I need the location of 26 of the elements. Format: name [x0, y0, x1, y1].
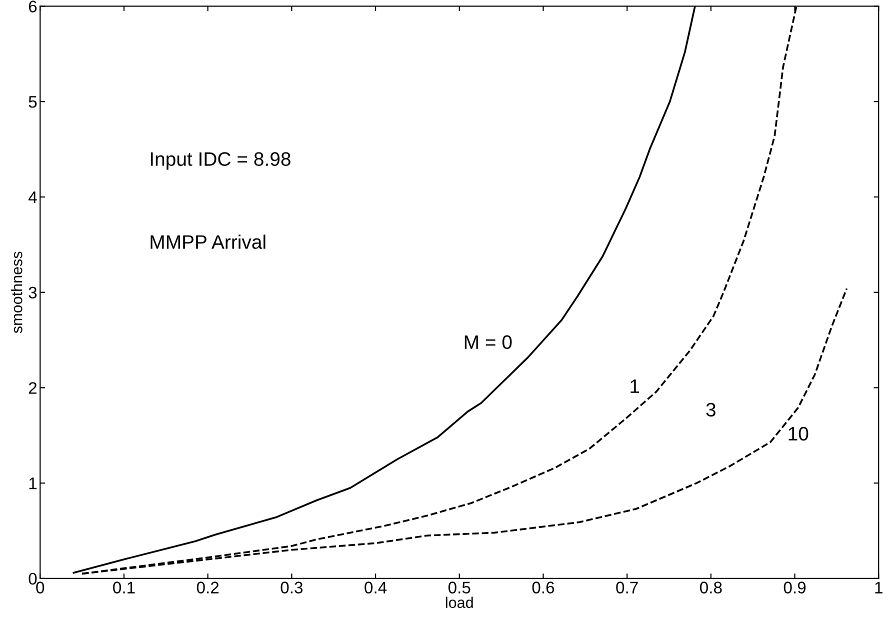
x-axis-title: load [446, 596, 473, 608]
x-tick-label: 0.3 [280, 582, 303, 594]
annotation: 3 [706, 402, 716, 417]
x-tick-label: 0.6 [532, 582, 554, 594]
x-tick-label: 0.5 [448, 582, 470, 594]
annotation: 10 [788, 426, 808, 441]
annotation: M = 0 [464, 335, 512, 350]
x-tick-label: 0 [36, 582, 44, 594]
y-tick-label: 6 [28, 0, 37, 12]
y-tick-label: 2 [28, 382, 37, 394]
x-tick-label: 0.9 [784, 582, 806, 594]
annotation: MMPP Arrival [150, 234, 266, 249]
x-tick-label: 0.1 [113, 582, 135, 594]
x-tick-label: 0.7 [616, 582, 638, 594]
x-tick-label: 0.4 [364, 582, 387, 594]
x-tick-label: 0.2 [196, 582, 219, 594]
y-axis-title: smoothness [11, 252, 22, 334]
y-tick-label: 4 [28, 192, 37, 204]
x-tick-label: 1 [875, 582, 882, 594]
y-tick-label: 5 [28, 96, 37, 108]
y-tick-label: 1 [29, 478, 37, 490]
annotation: 1 [630, 380, 640, 393]
y-tick-label: 3 [28, 286, 37, 299]
y-tick-label: 0 [28, 572, 37, 585]
x-tick-label: 0.8 [700, 582, 722, 594]
annotation: Input IDC = 8.98 [150, 152, 290, 170]
